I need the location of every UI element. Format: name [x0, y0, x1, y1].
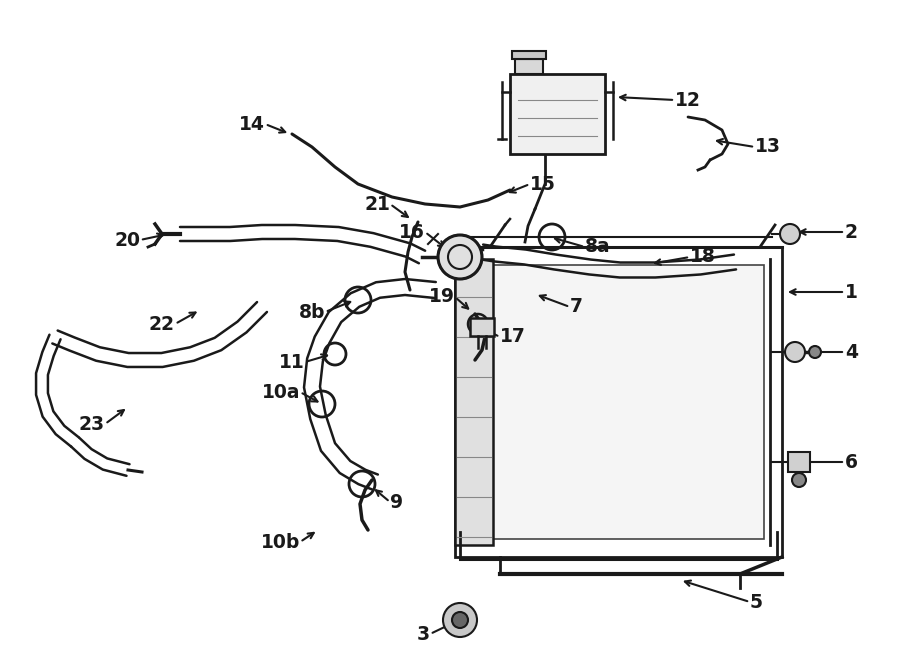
Text: 6: 6: [845, 453, 858, 471]
Bar: [473, 265, 764, 539]
Text: 22: 22: [149, 314, 175, 334]
Text: 5: 5: [750, 592, 763, 612]
Text: 9: 9: [390, 493, 403, 512]
Bar: [455, 247, 782, 557]
Text: 8b: 8b: [299, 303, 325, 322]
Text: 3: 3: [417, 624, 430, 643]
Text: 7: 7: [570, 297, 583, 316]
Text: 12: 12: [675, 91, 701, 109]
Text: 10b: 10b: [261, 532, 300, 551]
Text: 10a: 10a: [262, 383, 300, 401]
Text: 19: 19: [429, 287, 455, 307]
Text: 15: 15: [530, 175, 556, 193]
Text: 18: 18: [690, 248, 716, 267]
Circle shape: [780, 224, 800, 244]
Text: 4: 4: [845, 342, 858, 361]
Text: 2: 2: [845, 222, 858, 242]
Text: 1: 1: [845, 283, 858, 301]
Text: 8a: 8a: [585, 238, 610, 256]
Bar: [788, 452, 810, 472]
Text: 13: 13: [755, 138, 781, 156]
Circle shape: [809, 346, 821, 358]
Circle shape: [443, 603, 477, 637]
Bar: [470, 318, 494, 336]
Text: 14: 14: [239, 115, 265, 134]
Text: 17: 17: [500, 328, 526, 346]
Text: 11: 11: [279, 352, 305, 371]
Text: 20: 20: [114, 230, 140, 250]
Bar: [512, 51, 546, 59]
Circle shape: [452, 612, 468, 628]
Bar: [455, 259, 493, 545]
Text: 23: 23: [79, 414, 105, 434]
Bar: [510, 74, 605, 154]
Bar: [515, 59, 543, 74]
Text: 16: 16: [399, 222, 425, 242]
Text: 21: 21: [364, 195, 390, 214]
Circle shape: [438, 235, 482, 279]
Circle shape: [785, 342, 805, 362]
Circle shape: [792, 473, 806, 487]
